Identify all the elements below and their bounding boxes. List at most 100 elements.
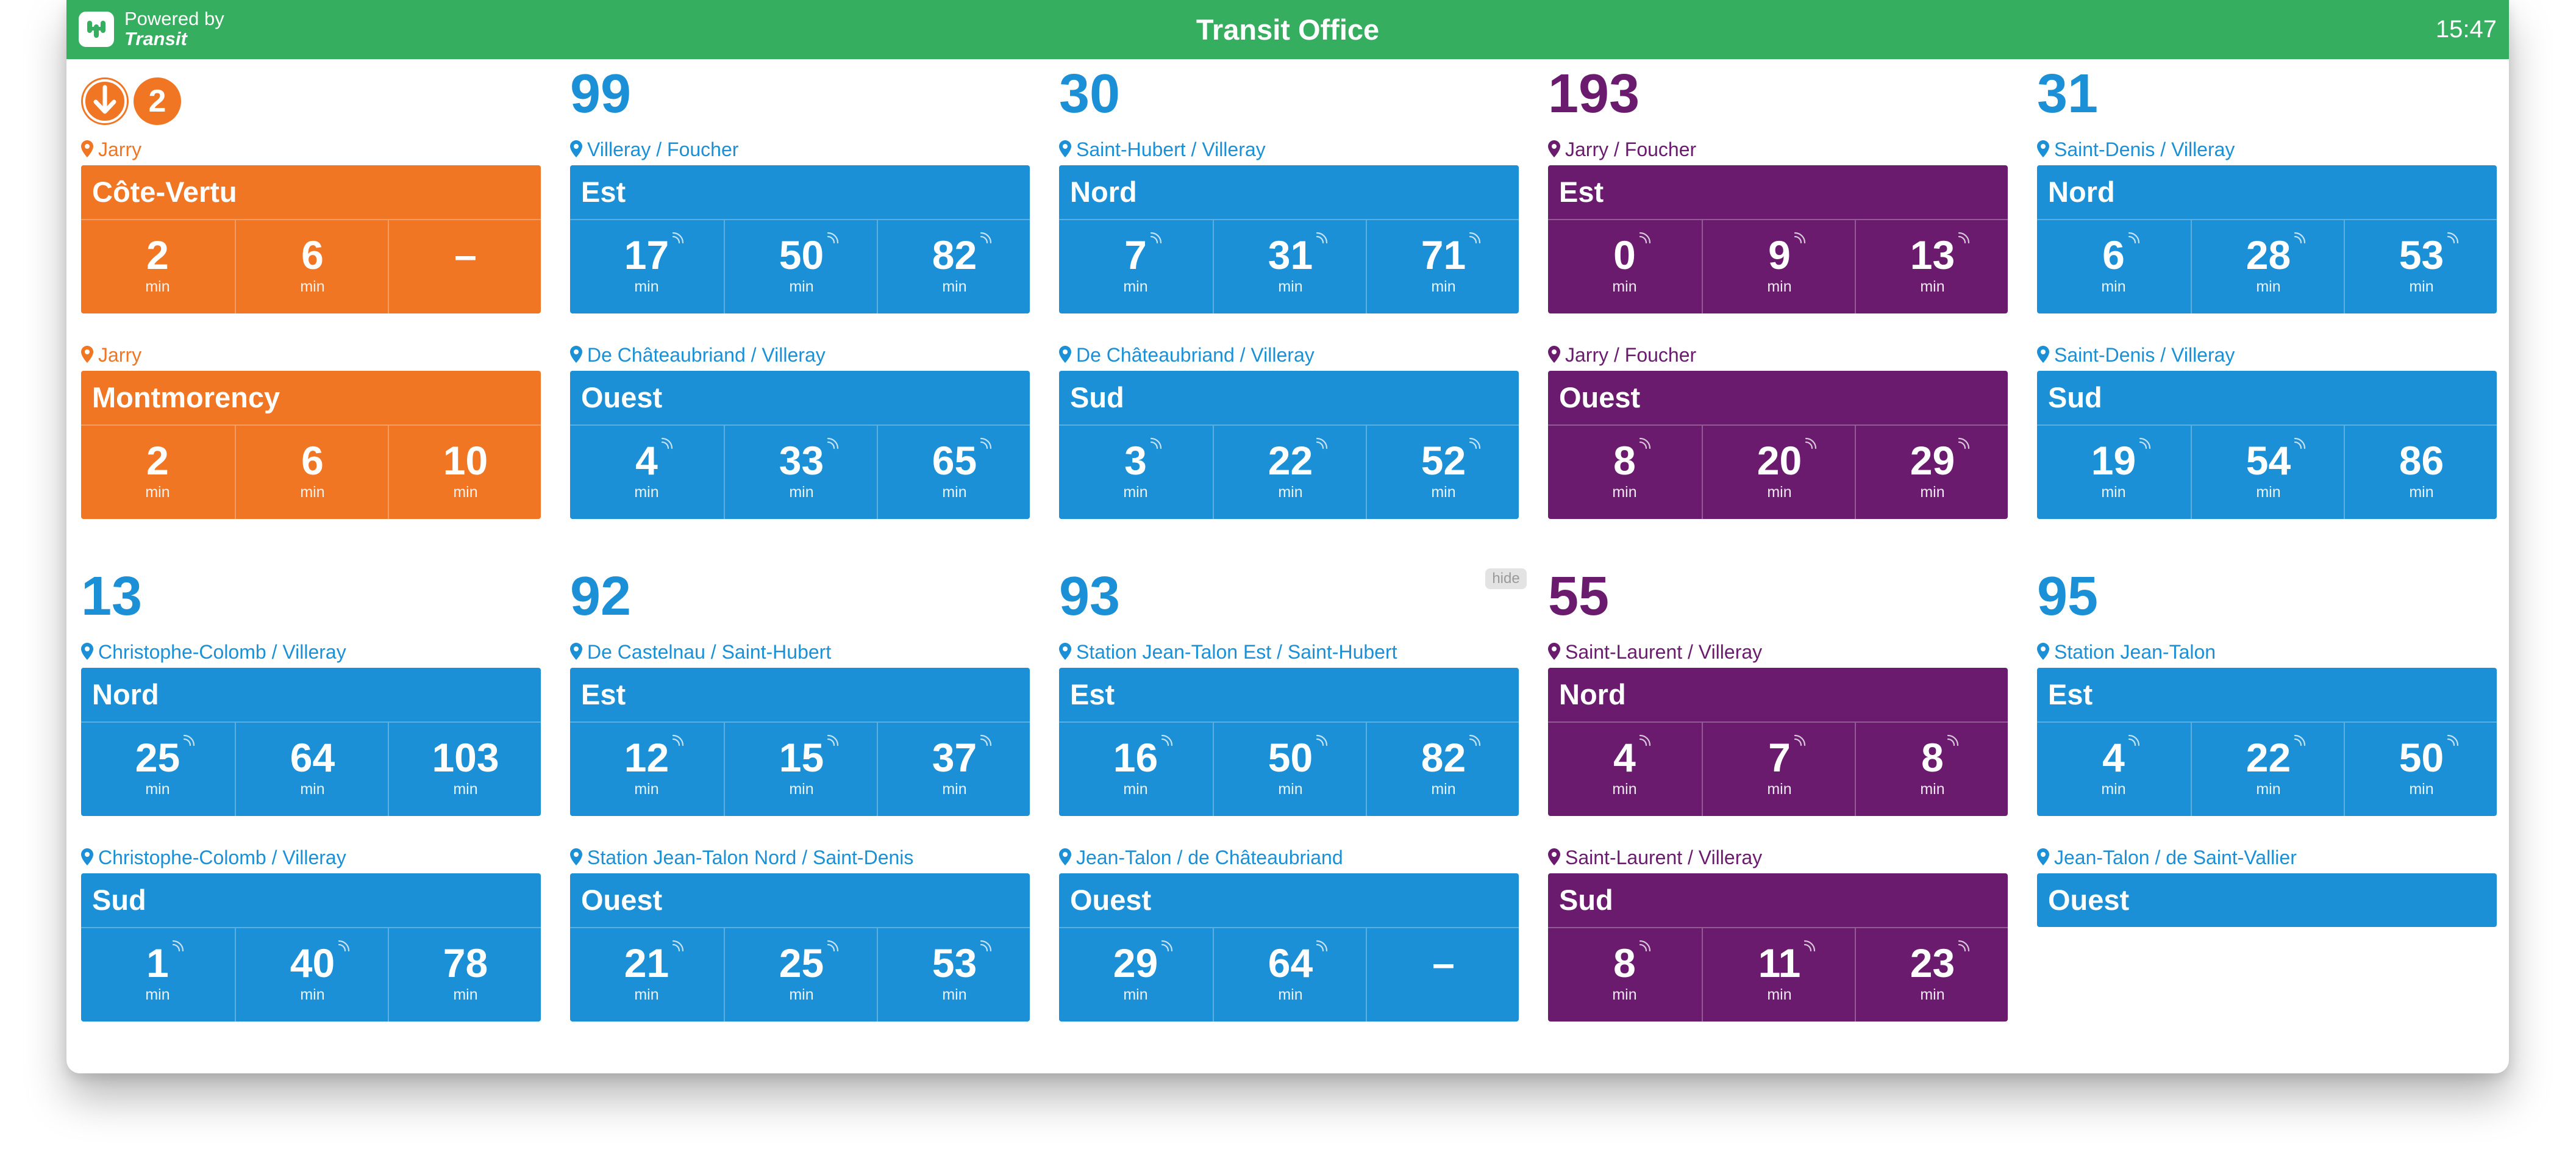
departure-minutes: 82 (1421, 734, 1481, 779)
departure-cell: 12 min (570, 723, 723, 816)
stop-label: De Châteaubriand / Villeray (1059, 343, 1315, 367)
direction-card[interactable]: Montmorency 2 min 6 min 10 min (81, 371, 541, 519)
divider (2037, 424, 2497, 426)
direction-card[interactable]: Est 16 min 50 min 82 min (1059, 668, 1519, 816)
departure-value: 17 (624, 232, 669, 277)
direction-card[interactable]: Sud 3 min 22 min 52 min (1059, 371, 1519, 519)
realtime-signal-icon (1469, 734, 1481, 746)
departure-unit: min (1123, 781, 1148, 798)
location-pin-icon (81, 140, 93, 157)
departure-unit: min (2101, 278, 2126, 295)
realtime-signal-icon (827, 232, 839, 244)
direction-card[interactable]: Ouest (2037, 873, 2497, 927)
location-pin-icon (570, 848, 582, 865)
departure-cell: 22 min (2191, 723, 2345, 816)
departure-minutes: 22 (1268, 437, 1328, 482)
departure-value: 4 (1613, 735, 1636, 780)
departure-value: 78 (443, 940, 488, 986)
stop-label: Christophe-Colomb / Villeray (81, 845, 346, 870)
divider (1059, 721, 1519, 723)
departure-unit: min (145, 278, 170, 295)
powered-by: Powered by Transit (124, 9, 224, 49)
direction-card[interactable]: Ouest 21 min 25 min 53 min (570, 873, 1030, 1022)
departure-value: 37 (932, 735, 977, 780)
stop-name: Jarry / Foucher (1565, 138, 1697, 160)
realtime-signal-icon (1958, 940, 1970, 952)
departure-cell: 13 min (1855, 220, 2009, 313)
departure-wrap: 21 (570, 940, 723, 984)
departure-wrap: 54 (2192, 437, 2345, 482)
direction-name: Côte-Vertu (92, 176, 237, 208)
departure-minutes: 2 (146, 234, 169, 276)
direction-card[interactable]: Nord 7 min 31 min 71 min (1059, 165, 1519, 313)
departure-unit: min (453, 986, 478, 1003)
departure-unit: min (1431, 781, 1456, 798)
direction-card[interactable]: Est 0 min 9 min 13 min (1548, 165, 2008, 313)
direction-card[interactable]: Côte-Vertu 2 min 6 min – (81, 165, 541, 313)
direction-card[interactable]: Ouest 8 min 20 min 29 min (1548, 371, 2008, 519)
departure-unit: min (634, 278, 659, 295)
realtime-signal-icon (1161, 734, 1173, 746)
direction-card[interactable]: Sud 8 min 11 min 23 min (1548, 873, 2008, 1022)
stop-label: Jean-Talon / de Châteaubriand (1059, 845, 1343, 870)
route-block: 95 Station Jean-Talon Est 4 min 22 min 50 min Jea… (2037, 562, 2497, 1031)
departure-cell: 17 min (570, 220, 723, 313)
departure-value: 65 (932, 438, 977, 483)
stop-name: Saint-Hubert / Villeray (1076, 138, 1266, 160)
direction-card[interactable]: Est 12 min 15 min 37 min (570, 668, 1030, 816)
departure-cell: 50 min (724, 220, 878, 313)
stop-label: Jarry / Foucher (1548, 343, 1696, 367)
departure-unit: min (1278, 484, 1303, 501)
departure-value: 16 (1113, 735, 1158, 780)
direction-card[interactable]: Est 17 min 50 min 82 min (570, 165, 1030, 313)
departure-value: 4 (635, 438, 658, 483)
departure-unit: min (2409, 484, 2434, 501)
departure-minutes: 4 (635, 437, 673, 483)
departure-unit: min (2256, 484, 2281, 501)
departure-wrap: 33 (725, 437, 878, 482)
direction-card[interactable]: Ouest 29 min 64 min – (1059, 873, 1519, 1022)
departure-unit: min (1767, 781, 1792, 798)
departure-wrap: 4 (2037, 734, 2190, 780)
hide-button[interactable]: hide (1485, 568, 1527, 589)
departure-wrap: 22 (1214, 437, 1367, 482)
metro-line-badge: 2 (134, 77, 181, 125)
direction-card[interactable]: Ouest 4 min 33 min 65 min (570, 371, 1030, 519)
direction-card[interactable]: Nord 25 min 64 min 103 min (81, 668, 541, 816)
departure-minutes: 33 (779, 437, 839, 482)
divider (1548, 721, 2008, 723)
departure-minutes: 50 (2399, 734, 2459, 779)
departure-value: 2 (146, 438, 169, 483)
departure-value: 4 (2102, 735, 2125, 780)
departure-cell: 53 min (877, 928, 1031, 1022)
direction-name: Est (2048, 678, 2093, 710)
location-pin-icon (1059, 346, 1071, 363)
route-number: 31 (2037, 63, 2099, 124)
direction-card[interactable]: Est 4 min 22 min 50 min (2037, 668, 2497, 816)
departure-wrap: 7 (1059, 232, 1212, 276)
departure-cell: 11 min (1702, 928, 1856, 1022)
departure-wrap: 82 (878, 232, 1031, 276)
direction-card[interactable]: Sud 19 min 54 min 86 min (2037, 371, 2497, 519)
departure-wrap: 2 (81, 439, 234, 482)
divider (570, 927, 1030, 928)
departure-wrap: 17 (570, 232, 723, 277)
divider (1548, 219, 2008, 220)
stop-label: Jarry (81, 137, 141, 162)
departure-value: 71 (1421, 232, 1466, 277)
departure-wrap: 12 (570, 734, 723, 779)
direction-card[interactable]: Nord 6 min 28 min 53 min (2037, 165, 2497, 313)
direction-card[interactable]: Sud 1 min 40 min 78 min (81, 873, 541, 1022)
route-number: 93 (1059, 566, 1121, 627)
realtime-signal-icon (2294, 734, 2306, 746)
stop-name: Saint-Denis / Villeray (2054, 344, 2235, 366)
realtime-signal-icon (827, 437, 839, 449)
direction-card[interactable]: Nord 4 min 7 min 8 min (1548, 668, 2008, 816)
realtime-signal-icon (1161, 940, 1173, 952)
app-title: Transit Office (1196, 13, 1380, 46)
location-pin-icon (1548, 643, 1560, 660)
departure-minutes: 29 (1113, 940, 1173, 984)
departure-unit: min (453, 484, 478, 501)
stop-name: Jarry (98, 138, 142, 160)
departure-unit: min (1612, 781, 1637, 798)
